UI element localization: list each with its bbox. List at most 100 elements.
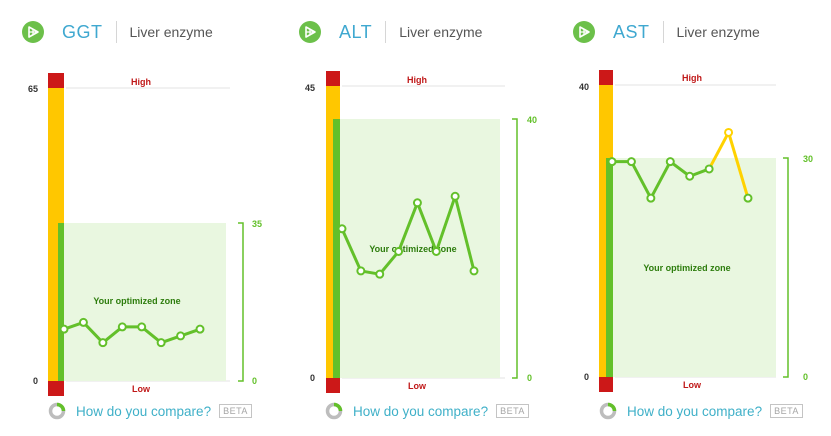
low-band xyxy=(48,381,64,396)
compare-link-text: How do you compare? xyxy=(353,403,489,419)
data-point[interactable] xyxy=(394,246,404,256)
data-point[interactable] xyxy=(685,171,695,181)
beta-badge: BETA xyxy=(219,404,252,418)
series-segment xyxy=(415,201,438,253)
data-point[interactable] xyxy=(704,164,714,174)
header-divider xyxy=(385,21,387,43)
biomarker-code: GGT xyxy=(62,21,103,42)
data-point[interactable] xyxy=(646,193,656,203)
data-point[interactable] xyxy=(337,224,347,234)
low-band xyxy=(599,377,613,392)
zone-max-label: 30 xyxy=(803,154,813,164)
optimized-zone-label: Your optimized zone xyxy=(643,263,730,273)
high-label: High xyxy=(407,75,427,85)
series-segment xyxy=(629,160,653,200)
low-band xyxy=(326,378,340,393)
optimized-zone xyxy=(64,223,226,381)
high-band xyxy=(599,70,613,85)
optimized-zone-label: Your optimized zone xyxy=(93,296,180,306)
data-point[interactable] xyxy=(469,266,479,276)
ggt-chart: 65 0 High Low 35 0 Your optimized zone xyxy=(28,73,262,396)
series-segment xyxy=(81,320,105,345)
y-max-label: 40 xyxy=(579,82,589,92)
data-point[interactable] xyxy=(59,324,69,334)
optimized-range-bracket xyxy=(783,157,789,378)
compare-link[interactable]: How do you compare? BETA xyxy=(48,402,252,420)
brand-logo-icon xyxy=(299,21,321,43)
data-point[interactable] xyxy=(156,338,166,348)
low-label: Low xyxy=(408,381,427,391)
panel-header: GGT Liver enzyme xyxy=(22,19,213,45)
data-point[interactable] xyxy=(665,157,675,167)
data-point[interactable] xyxy=(743,193,753,203)
biomarker-category: Liver enzyme xyxy=(129,24,213,40)
biomarker-code: AST xyxy=(613,21,650,42)
zone-min-label: 0 xyxy=(527,373,532,383)
data-point[interactable] xyxy=(356,266,366,276)
biomarker-category: Liver enzyme xyxy=(399,24,483,40)
compare-link-text: How do you compare? xyxy=(76,403,212,419)
optimized-zone xyxy=(340,119,500,378)
beta-badge: BETA xyxy=(496,404,529,418)
data-point[interactable] xyxy=(607,157,617,167)
beta-badge: BETA xyxy=(770,404,803,418)
series-segment xyxy=(727,130,750,200)
low-label: Low xyxy=(132,384,151,394)
header-divider xyxy=(662,21,664,43)
biomarker-category: Liver enzyme xyxy=(676,24,760,40)
ast-panel: AST Liver enzyme 40 0 High Low 30 0 Your… xyxy=(551,0,821,436)
optimized-range-bracket xyxy=(238,222,244,382)
high-band xyxy=(48,73,64,88)
brand-logo-icon xyxy=(22,21,44,43)
biomarker-code: ALT xyxy=(339,21,373,42)
data-point[interactable] xyxy=(724,127,734,137)
optimized-band xyxy=(333,119,340,378)
y-max-label: 65 xyxy=(28,84,38,94)
zone-min-label: 0 xyxy=(252,376,257,386)
data-point[interactable] xyxy=(137,322,147,332)
high-label: High xyxy=(682,73,702,83)
zone-min-label: 0 xyxy=(803,372,808,382)
series-segment xyxy=(453,194,476,273)
panel-header: AST Liver enzyme xyxy=(573,19,760,45)
series-segment xyxy=(707,130,731,171)
low-label: Low xyxy=(683,380,702,390)
data-point[interactable] xyxy=(412,198,422,208)
zone-max-label: 40 xyxy=(527,115,537,125)
data-point[interactable] xyxy=(431,246,441,256)
series-segment xyxy=(434,194,457,253)
alt-chart: 45 0 High Low 40 0 Your optimized zone xyxy=(305,71,537,393)
data-point[interactable] xyxy=(176,331,186,341)
y-min-label: 0 xyxy=(33,376,38,386)
zone-max-label: 35 xyxy=(252,219,262,229)
compare-link[interactable]: How do you compare? BETA xyxy=(599,402,803,420)
compare-link-text: How do you compare? xyxy=(627,403,763,419)
alt-series xyxy=(337,191,479,279)
data-point[interactable] xyxy=(98,338,108,348)
optimized-zone-label: Your optimized zone xyxy=(369,244,456,254)
header-divider xyxy=(115,21,117,43)
brand-logo-icon xyxy=(573,21,595,43)
ast-series xyxy=(607,127,753,203)
series-segment xyxy=(340,227,363,273)
data-point[interactable] xyxy=(375,269,385,279)
data-point[interactable] xyxy=(117,322,127,332)
series-segment xyxy=(378,249,401,276)
compare-link[interactable]: How do you compare? BETA xyxy=(325,402,529,420)
optimized-band xyxy=(606,158,613,377)
ggt-panel: GGT Liver enzyme 65 0 High Low 35 0 Your… xyxy=(0,0,270,436)
optimized-range-bracket xyxy=(512,118,518,379)
data-point[interactable] xyxy=(626,157,636,167)
series-segment xyxy=(649,160,672,200)
data-point[interactable] xyxy=(78,317,88,327)
series-segment xyxy=(397,201,419,253)
compare-ring-icon xyxy=(599,402,617,420)
y-min-label: 0 xyxy=(310,373,315,383)
optimized-band xyxy=(58,223,64,381)
ggt-series xyxy=(59,317,205,348)
data-point[interactable] xyxy=(450,191,460,201)
panel-header: ALT Liver enzyme xyxy=(299,19,482,45)
compare-ring-icon xyxy=(325,402,343,420)
data-point[interactable] xyxy=(195,324,205,334)
compare-ring-icon xyxy=(48,402,66,420)
